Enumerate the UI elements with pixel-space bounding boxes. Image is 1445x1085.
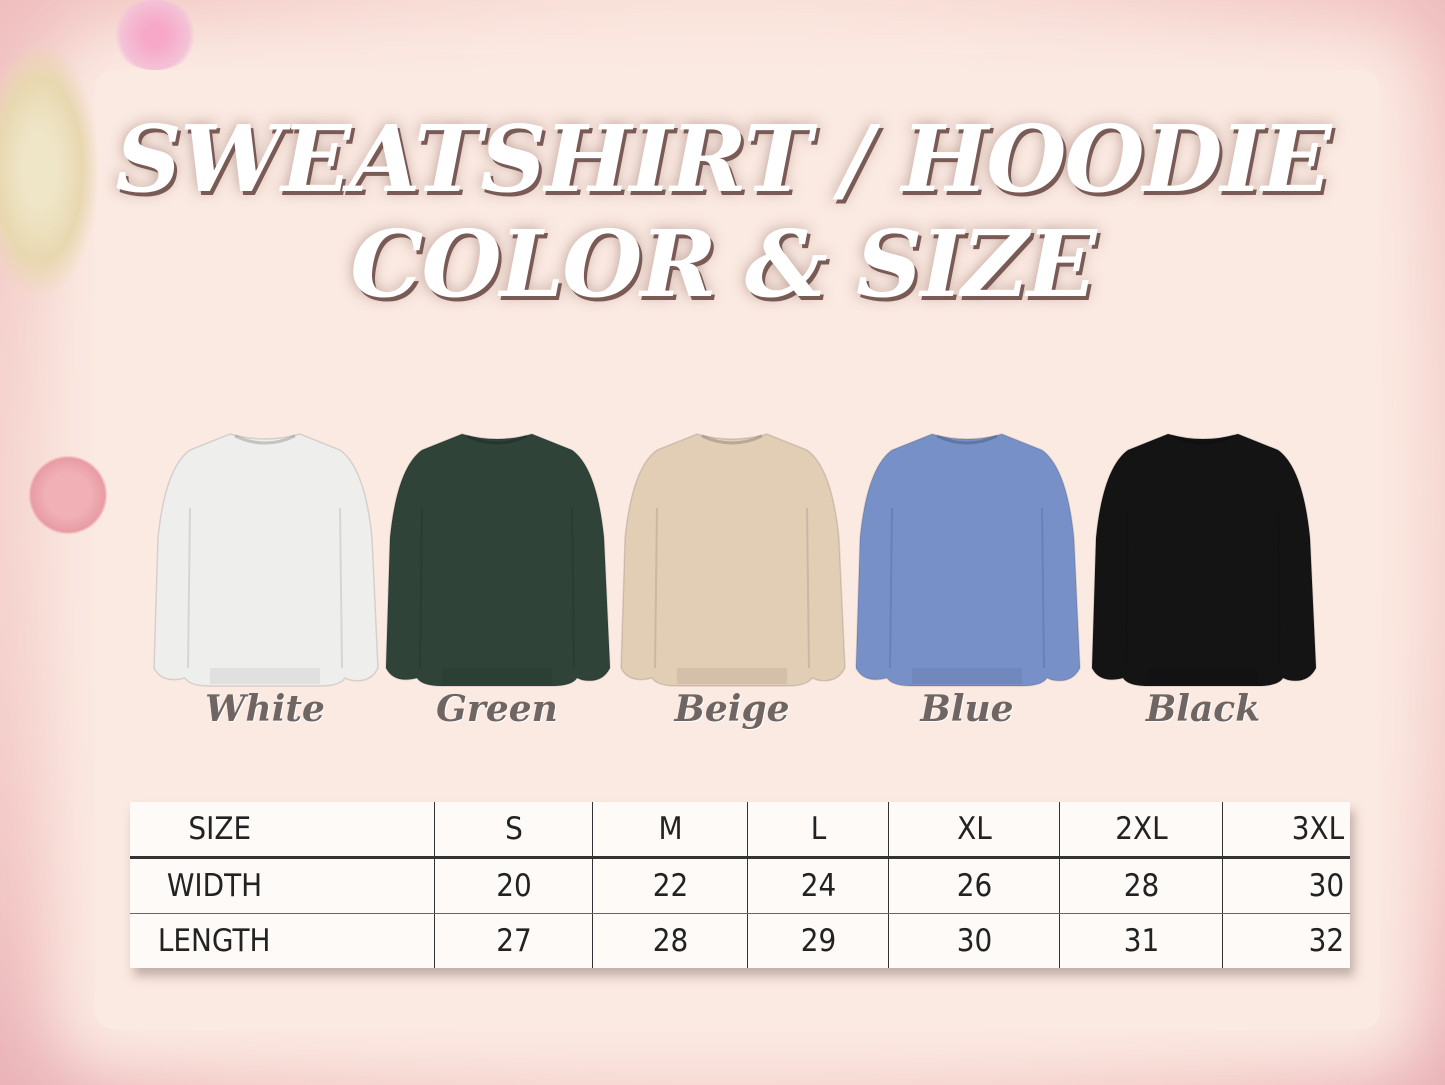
table-cell: 20 — [441, 857, 585, 914]
color-label: Green — [436, 688, 558, 730]
table-cell: 30 — [896, 913, 1051, 968]
header-cell: M — [599, 802, 740, 859]
header-cell: XL — [896, 802, 1051, 859]
header-cell: 2XL — [1067, 802, 1215, 859]
table-cell: 24 — [754, 857, 882, 914]
color-label: Blue — [920, 688, 1014, 730]
button-decoration — [28, 455, 108, 535]
table-row: LENGTH 27 28 29 30 31 32 — [130, 913, 1350, 968]
table-header-row: SIZE S M L XL 2XL 3XL — [130, 802, 1350, 859]
color-label: Black — [1145, 688, 1261, 730]
flower-decoration — [0, 40, 100, 300]
table-cell: 32 — [1228, 913, 1344, 968]
sweatshirt-white — [150, 428, 380, 690]
table-cell: 22 — [599, 857, 740, 914]
title-line-1: SWEATSHIRT / HOODIE — [115, 105, 1331, 213]
sweatshirt-black — [1088, 428, 1318, 690]
table-cell: 30 — [1228, 857, 1344, 914]
table-cell: 28 — [599, 913, 740, 968]
table-cell: 28 — [1067, 857, 1215, 914]
sweatshirt-green — [382, 428, 612, 690]
row-label: WIDTH — [145, 857, 420, 914]
header-cell: SIZE — [145, 802, 420, 859]
flower-decoration — [110, 0, 200, 70]
sweatshirt-blue — [852, 428, 1082, 690]
table-cell: 26 — [896, 857, 1051, 914]
color-label: White — [205, 688, 325, 730]
sweatshirt-beige — [617, 428, 847, 690]
row-label: LENGTH — [157, 923, 271, 959]
table-cell: 29 — [754, 913, 882, 968]
size-table: SIZE S M L XL 2XL 3XL WIDTH 20 22 24 26 … — [130, 802, 1350, 968]
header-cell: 3XL — [1228, 802, 1344, 859]
table-cell: 27 — [441, 913, 585, 968]
table-cell: 31 — [1067, 913, 1215, 968]
title-line-2: COLOR & SIZE — [350, 210, 1097, 318]
header-cell: L — [754, 802, 882, 859]
header-cell: S — [441, 802, 585, 859]
table-row: WIDTH 20 22 24 26 28 30 — [130, 857, 1350, 914]
color-label: Beige — [674, 688, 790, 730]
